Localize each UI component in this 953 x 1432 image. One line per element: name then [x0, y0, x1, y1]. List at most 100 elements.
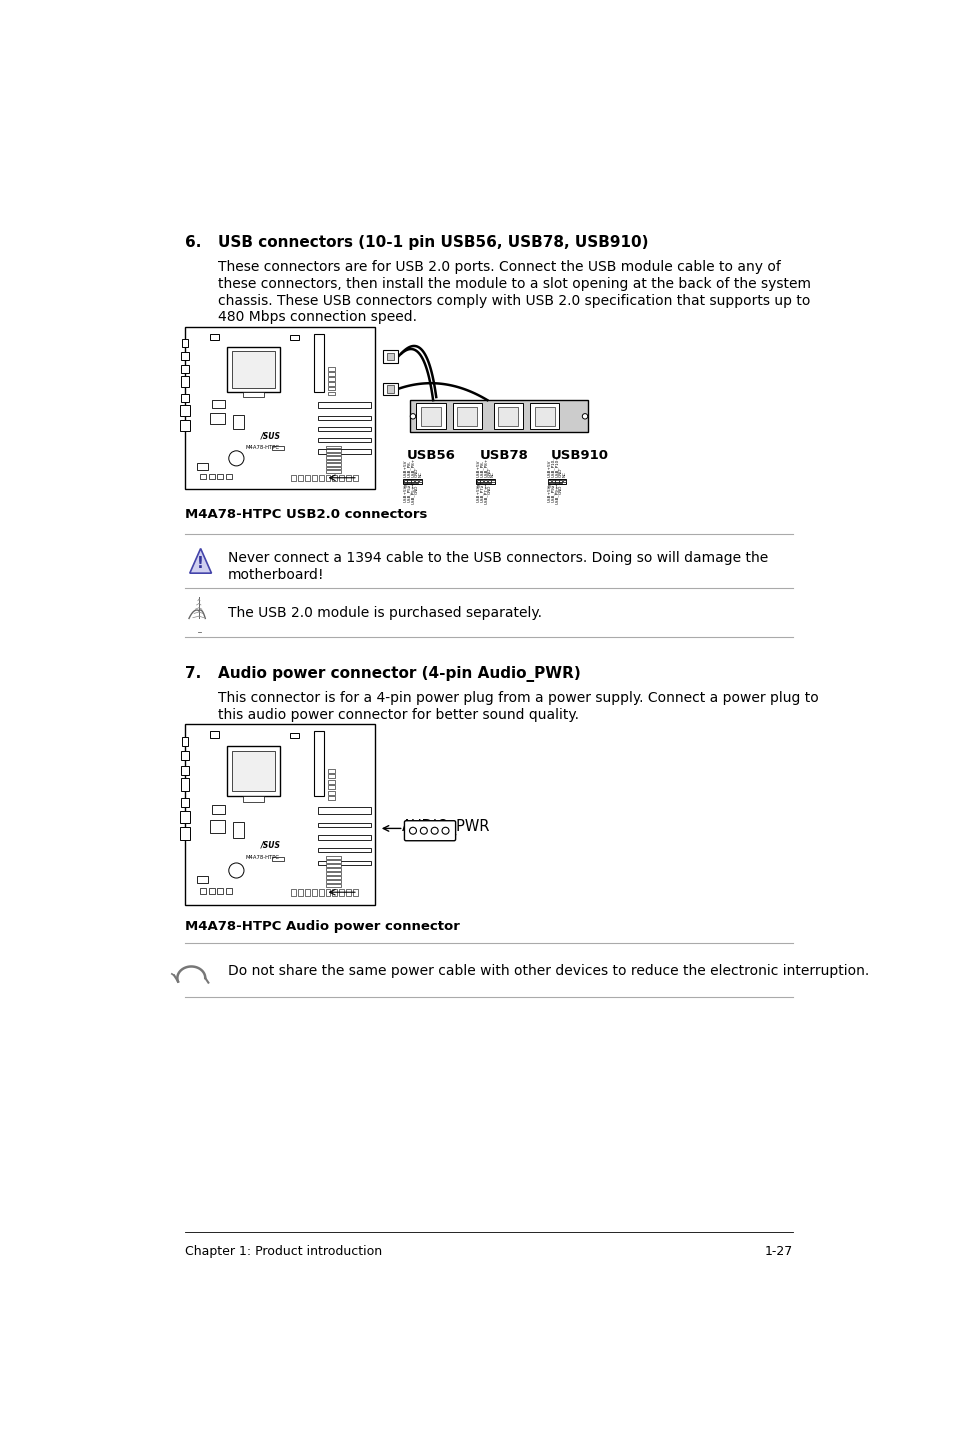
Bar	[232, 351, 274, 388]
Bar	[317, 427, 371, 431]
Bar	[217, 474, 223, 480]
Bar	[290, 335, 298, 341]
Bar	[210, 821, 225, 832]
Text: GND: GND	[414, 467, 418, 477]
Bar	[325, 856, 340, 859]
Bar	[547, 478, 565, 484]
Bar	[182, 736, 188, 746]
Bar	[339, 475, 344, 481]
Bar	[180, 420, 190, 431]
Text: This connector is for a 4-pin power plug from a power supply. Connect a power pl: This connector is for a 4-pin power plug…	[217, 690, 818, 705]
Bar	[317, 848, 371, 852]
Text: USB+5V: USB+5V	[476, 485, 479, 503]
Bar	[325, 861, 340, 863]
Circle shape	[229, 451, 244, 465]
Bar	[386, 385, 394, 392]
Bar	[312, 889, 316, 896]
Bar	[416, 404, 445, 430]
Bar	[181, 352, 190, 359]
Bar	[353, 475, 357, 481]
Text: GND: GND	[487, 467, 491, 477]
Text: Audio power connector (4-pin Audio_PWR): Audio power connector (4-pin Audio_PWR)	[217, 666, 579, 682]
Text: USB connectors (10-1 pin USB56, USB78, USB910): USB connectors (10-1 pin USB56, USB78, U…	[217, 235, 647, 251]
Text: 1-27: 1-27	[763, 1246, 792, 1259]
Bar	[305, 889, 310, 896]
Text: Pin 1: Pin 1	[403, 485, 413, 488]
Bar	[353, 889, 357, 896]
Bar	[318, 889, 323, 896]
Text: M4A78-HTPC: M4A78-HTPC	[246, 444, 279, 450]
Bar	[332, 475, 336, 481]
Text: USB_P9+: USB_P9+	[555, 485, 558, 504]
Bar	[226, 474, 232, 480]
Bar	[325, 460, 340, 463]
Bar	[327, 769, 335, 773]
Bar	[327, 775, 335, 778]
Text: USB_P10+: USB_P10+	[555, 455, 558, 477]
Bar	[318, 475, 323, 481]
Bar	[327, 368, 335, 371]
Bar	[497, 407, 517, 425]
Text: !: !	[197, 556, 204, 570]
Bar	[210, 334, 219, 341]
Text: USB+5V: USB+5V	[403, 485, 407, 503]
Text: M4A78-HTPC USB2.0 connectors: M4A78-HTPC USB2.0 connectors	[185, 508, 427, 521]
Bar	[298, 475, 303, 481]
Bar	[325, 453, 340, 455]
Bar	[325, 868, 340, 871]
Bar	[181, 375, 190, 387]
Bar	[292, 475, 295, 481]
Text: USB_P8-: USB_P8-	[407, 460, 411, 477]
Circle shape	[441, 828, 449, 835]
Text: GND: GND	[487, 485, 491, 494]
Bar	[325, 889, 330, 896]
Bar	[292, 889, 295, 896]
Text: /SUS: /SUS	[261, 431, 281, 440]
Bar	[317, 402, 371, 408]
Circle shape	[420, 828, 427, 835]
Circle shape	[431, 828, 437, 835]
Bar	[452, 404, 481, 430]
Bar	[327, 372, 335, 375]
Bar	[209, 888, 214, 894]
Bar	[534, 407, 555, 425]
Bar	[327, 790, 335, 795]
Text: Chapter 1: Product introduction: Chapter 1: Product introduction	[185, 1246, 382, 1259]
Text: AUDIO_PWR: AUDIO_PWR	[402, 819, 490, 835]
Bar	[212, 400, 225, 408]
Bar	[196, 876, 208, 884]
Bar	[180, 811, 190, 823]
Bar	[325, 457, 340, 458]
Bar	[420, 407, 440, 425]
Text: this audio power connector for better sound quality.: this audio power connector for better so…	[217, 707, 578, 722]
Bar	[327, 382, 335, 385]
Bar	[314, 732, 323, 796]
Bar	[232, 750, 274, 792]
Bar	[493, 404, 522, 430]
Bar	[181, 766, 190, 775]
Text: USB+5V: USB+5V	[547, 485, 551, 503]
Bar	[243, 796, 264, 802]
Text: /SUS: /SUS	[261, 841, 281, 849]
Bar	[382, 382, 397, 395]
Bar	[185, 725, 375, 905]
Bar	[233, 822, 244, 838]
Bar	[403, 478, 421, 484]
Text: USB_P10-: USB_P10-	[551, 457, 555, 477]
Bar	[212, 805, 225, 815]
Bar	[181, 365, 190, 372]
Bar	[182, 339, 188, 347]
Text: GND: GND	[558, 485, 562, 494]
Bar	[317, 438, 371, 442]
Bar	[325, 464, 340, 465]
Bar	[317, 861, 371, 865]
Bar	[181, 394, 190, 402]
Text: USB_P8-: USB_P8-	[479, 460, 483, 477]
Text: USB+5V: USB+5V	[403, 460, 407, 477]
Bar	[317, 808, 371, 815]
Circle shape	[410, 414, 416, 420]
Bar	[273, 856, 284, 862]
Bar	[346, 475, 351, 481]
Text: NC: NC	[491, 471, 495, 477]
Circle shape	[409, 828, 416, 835]
